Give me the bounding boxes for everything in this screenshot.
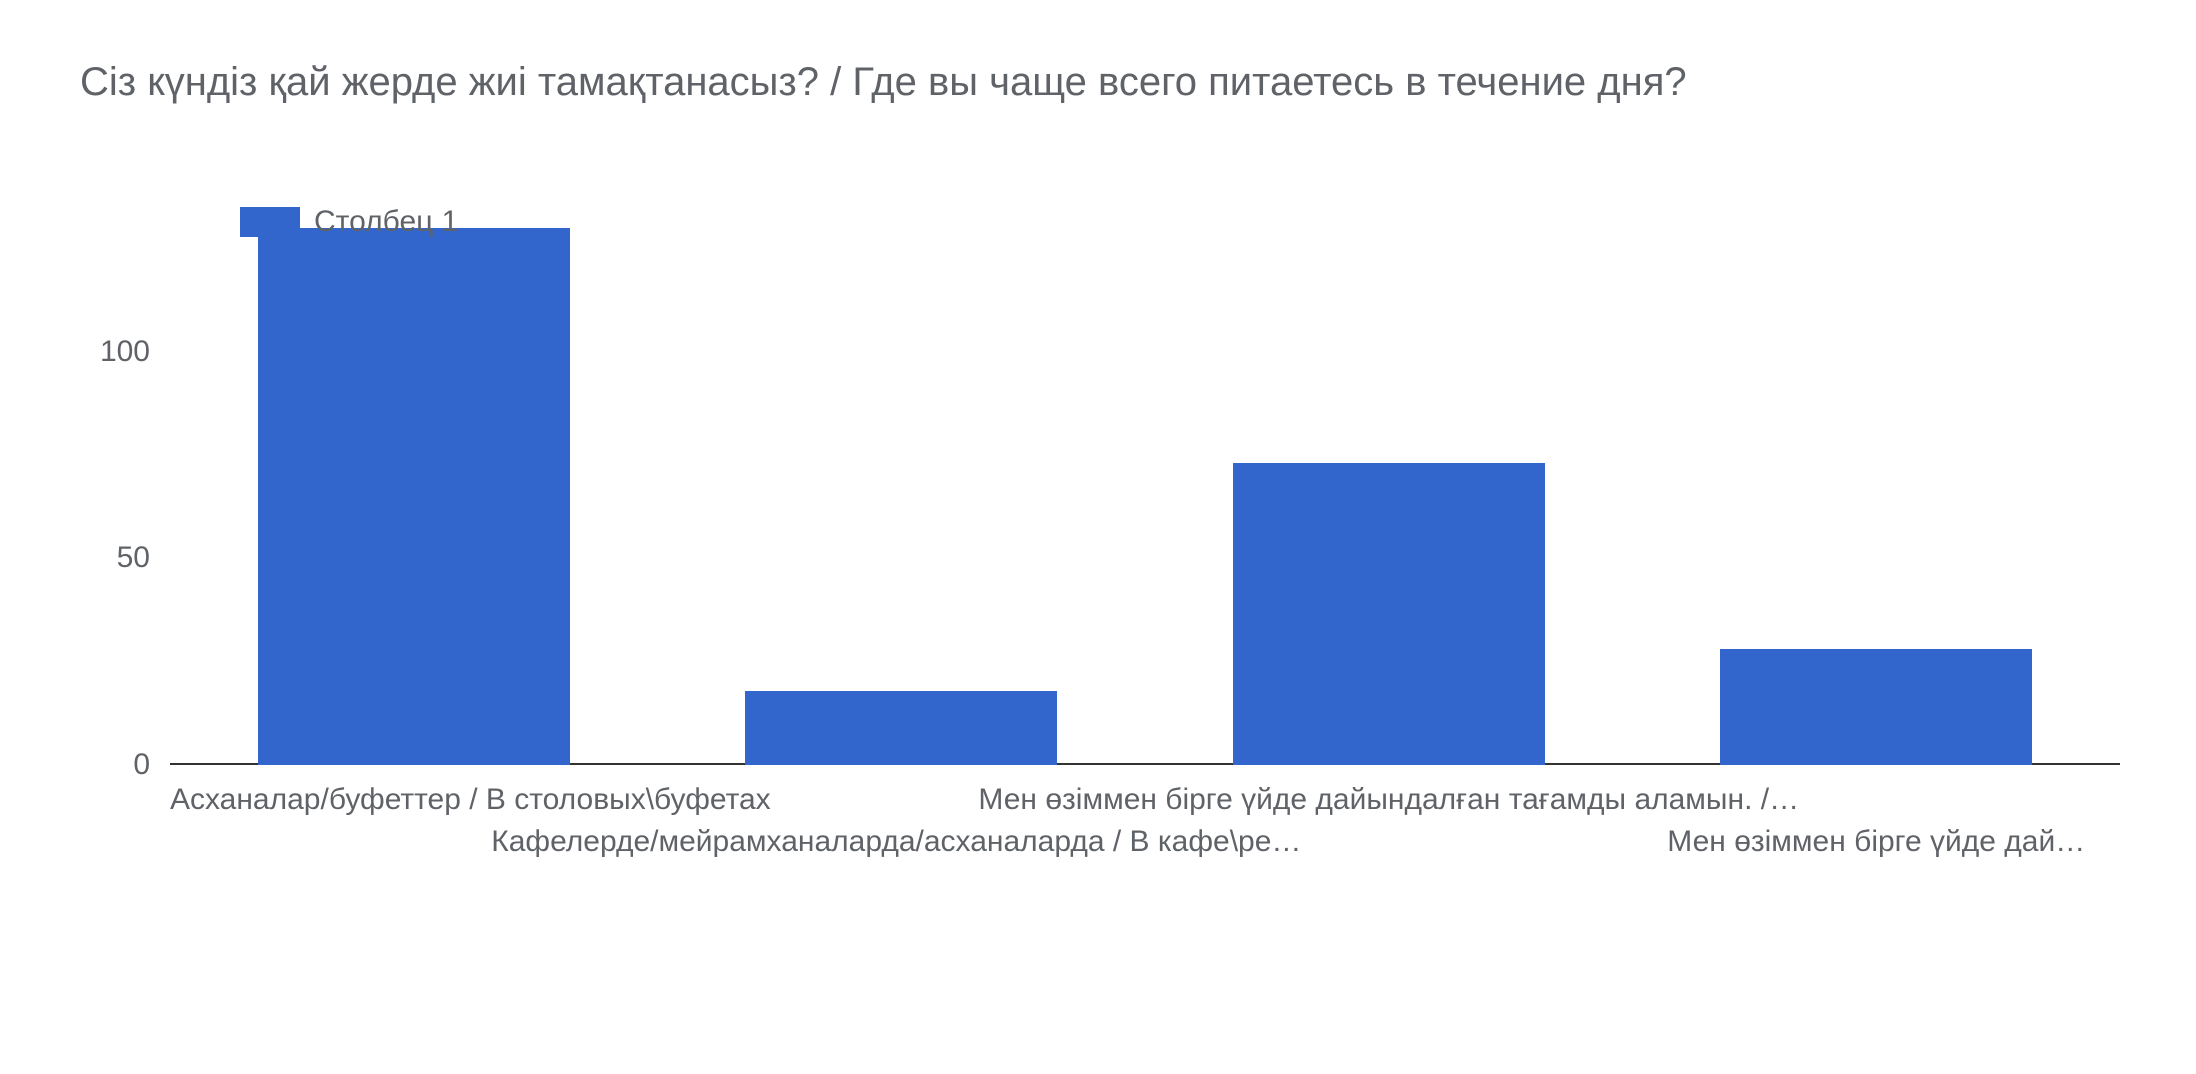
x-axis-label: Кафелерде/мейрамханаларда/асханаларда / … bbox=[491, 825, 1311, 859]
bar bbox=[745, 691, 1057, 765]
legend-swatch bbox=[240, 207, 300, 237]
bar bbox=[1233, 463, 1545, 765]
y-tick-label: 100 bbox=[100, 335, 150, 369]
x-axis-label: Асханалар/буфеттер / В столовых\буфетах bbox=[170, 783, 890, 817]
bar-slot bbox=[1633, 145, 2121, 765]
chart-title: Сіз күндіз қай жерде жиі тамақтанасыз? /… bbox=[80, 60, 2116, 105]
legend-label: Столбец 1 bbox=[314, 205, 458, 239]
plot-region: 050100 Столбец 1 bbox=[170, 145, 2120, 765]
y-tick-label: 0 bbox=[133, 748, 150, 782]
y-tick-label: 50 bbox=[117, 541, 150, 575]
bar bbox=[258, 228, 570, 765]
bar-slot bbox=[1145, 145, 1633, 765]
plot-inner: 050100 bbox=[170, 145, 2120, 765]
bar bbox=[1720, 649, 2032, 765]
bar-slot bbox=[658, 145, 1146, 765]
x-axis-labels: Асханалар/буфеттер / В столовых\буфетах К… bbox=[170, 765, 2120, 935]
legend: Столбец 1 bbox=[240, 205, 458, 239]
chart-container: Сіз күндіз қай жерде жиі тамақтанасыз? /… bbox=[0, 0, 2196, 1074]
x-axis-label: Мен өзіммен бірге үйде дай… bbox=[1646, 825, 2106, 859]
x-axis-label: Мен өзіммен бірге үйде дайындалған тағам… bbox=[974, 783, 1804, 817]
